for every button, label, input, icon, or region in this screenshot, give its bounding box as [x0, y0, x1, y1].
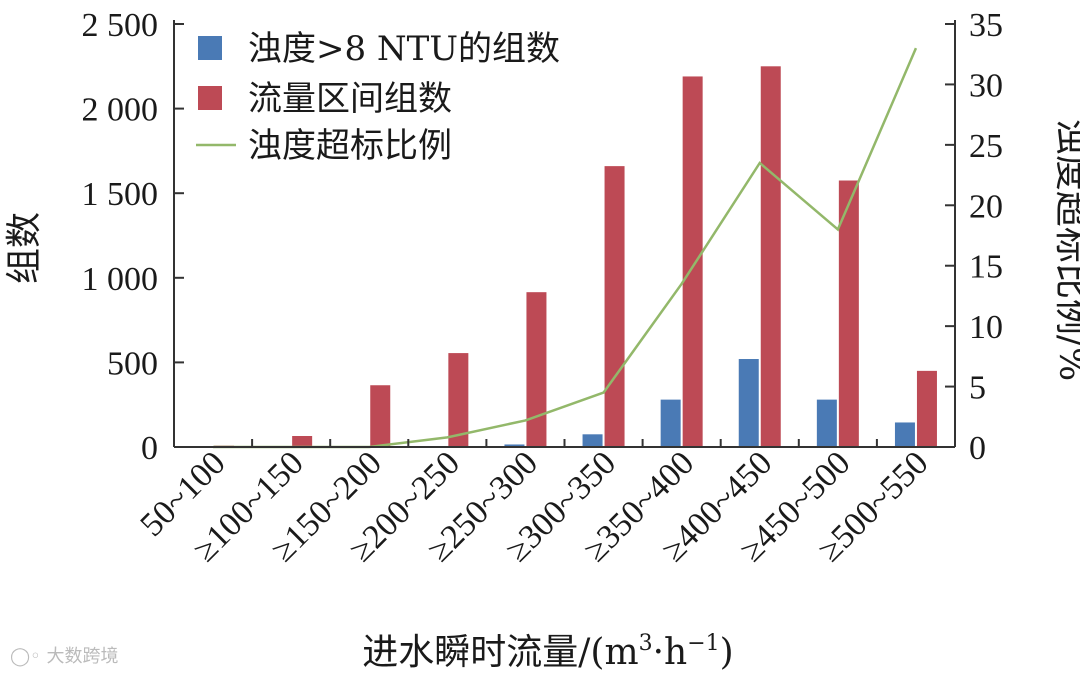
watermark-text: 大数跨境	[46, 646, 119, 667]
bar-flow-count	[916, 370, 937, 447]
y-tick-label: 1 500	[82, 176, 159, 213]
y2-tick-label: 5	[969, 370, 986, 407]
y-axis-title: 组数	[4, 212, 45, 284]
watermark-logo-icon: ◯◦	[10, 646, 47, 667]
y2-tick-label: 15	[969, 249, 1003, 286]
y2-tick-label: 20	[969, 188, 1003, 225]
y2-axis-title: 浊度超标比例/%	[1051, 119, 1080, 381]
bar-flow-count	[526, 292, 547, 447]
x-axis-title-end: )	[720, 632, 734, 673]
y2-tick-label: 25	[969, 128, 1003, 165]
x-axis-title-sup2: −1	[687, 631, 719, 656]
bar-turbidity-count	[894, 422, 915, 447]
legend-swatch-turbidity	[198, 36, 222, 60]
x-axis-title-base: 进水瞬时流量/(m	[362, 632, 638, 673]
axes-layer: 0 500 1 000 1 500 2 000 2 500 0 5 10 15 20 25 30 35	[82, 7, 1004, 467]
bar-flow-count	[838, 180, 859, 447]
y2-tick-label: 10	[969, 309, 1003, 346]
bar-flow-count	[292, 436, 313, 447]
y-tick-label: 1 000	[82, 261, 159, 298]
bars-layer	[214, 66, 937, 448]
bar-flow-count	[448, 353, 469, 447]
bar-turbidity-count	[660, 399, 681, 447]
y-tick-label: 2 000	[82, 92, 159, 129]
y-tick-label: 2 500	[82, 7, 159, 44]
legend-label: 流量区间组数	[248, 79, 452, 119]
x-axis-title-mid: ·h	[653, 632, 688, 673]
y2-tick-label: 0	[969, 430, 986, 467]
x-category-labels: 50~100≥100~150≥150~200≥200~250≥250~300≥3…	[133, 444, 935, 568]
y2-tick-label: 35	[969, 7, 1003, 44]
bar-flow-count	[682, 76, 703, 448]
x-axis-title: 进水瞬时流量/(m3·h−1)	[362, 631, 733, 673]
bar-turbidity-count	[816, 399, 837, 447]
bar-turbidity-count	[582, 434, 603, 447]
bar-flow-count	[370, 385, 391, 447]
legend-label: 浊度超标比例	[248, 126, 452, 166]
legend-swatch-flow	[198, 86, 222, 110]
y-tick-label: 500	[107, 345, 158, 382]
bar-flow-count	[760, 66, 781, 448]
watermark: ◯◦ 大数跨境	[10, 642, 118, 668]
legend-label: 浊度>8 NTU的组数	[248, 29, 560, 69]
y-tick-label: 0	[141, 430, 158, 467]
bar-turbidity-count	[738, 359, 759, 447]
bar-flow-count	[604, 166, 625, 448]
x-axis-title-sup1: 3	[639, 631, 653, 656]
y2-tick-label: 30	[969, 67, 1003, 104]
bar-turbidity-count	[504, 444, 525, 447]
